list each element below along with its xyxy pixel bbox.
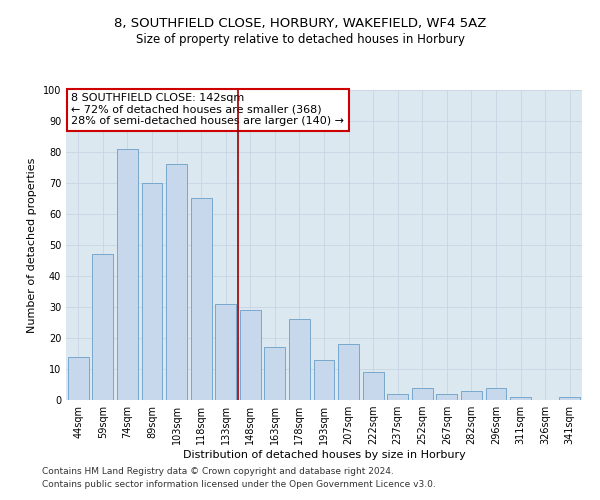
Bar [387, 394, 408, 400]
Bar [240, 310, 261, 400]
Bar [215, 304, 236, 400]
Bar [142, 183, 163, 400]
Bar [510, 397, 531, 400]
Bar [68, 356, 89, 400]
Text: Contains HM Land Registry data © Crown copyright and database right 2024.: Contains HM Land Registry data © Crown c… [42, 467, 394, 476]
Text: 8, SOUTHFIELD CLOSE, HORBURY, WAKEFIELD, WF4 5AZ: 8, SOUTHFIELD CLOSE, HORBURY, WAKEFIELD,… [114, 18, 486, 30]
Text: Size of property relative to detached houses in Horbury: Size of property relative to detached ho… [136, 32, 464, 46]
Bar [461, 390, 482, 400]
Bar [117, 149, 138, 400]
Bar [436, 394, 457, 400]
Bar [191, 198, 212, 400]
Bar [92, 254, 113, 400]
Bar [412, 388, 433, 400]
Bar [166, 164, 187, 400]
Text: Contains public sector information licensed under the Open Government Licence v3: Contains public sector information licen… [42, 480, 436, 489]
Text: 8 SOUTHFIELD CLOSE: 142sqm
← 72% of detached houses are smaller (368)
28% of sem: 8 SOUTHFIELD CLOSE: 142sqm ← 72% of deta… [71, 93, 344, 126]
Bar [314, 360, 334, 400]
Bar [338, 344, 359, 400]
Bar [289, 320, 310, 400]
Bar [265, 348, 286, 400]
Y-axis label: Number of detached properties: Number of detached properties [27, 158, 37, 332]
Bar [362, 372, 383, 400]
Bar [559, 397, 580, 400]
X-axis label: Distribution of detached houses by size in Horbury: Distribution of detached houses by size … [182, 450, 466, 460]
Bar [485, 388, 506, 400]
